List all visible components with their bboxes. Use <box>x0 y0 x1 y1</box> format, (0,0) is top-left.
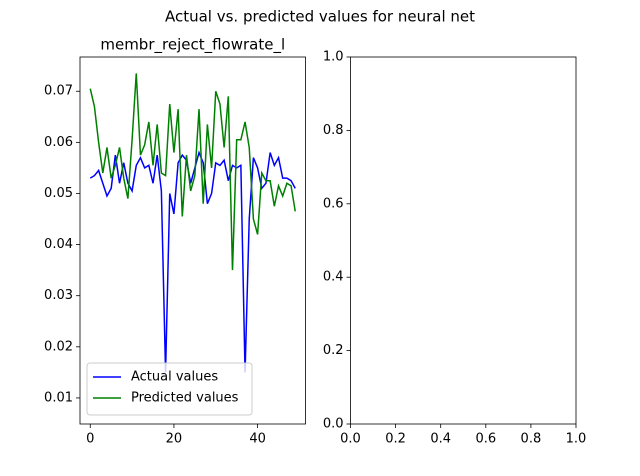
figure-title: Actual vs. predicted values for neural n… <box>165 8 475 26</box>
legend-label: Actual values <box>131 370 218 385</box>
legend-box <box>86 362 253 416</box>
y-tick-label: 0.2 <box>323 343 344 358</box>
legend-label: Predicted values <box>131 391 239 406</box>
x-tick-label: 40 <box>249 432 266 447</box>
y-tick-label: 0.04 <box>44 237 73 252</box>
x-tick-label: 0.4 <box>430 432 451 447</box>
x-tick-label: 0.8 <box>521 432 542 447</box>
x-tick-label: 1.0 <box>566 432 587 447</box>
y-tick-label: 0.07 <box>44 84 73 99</box>
y-tick-label: 0.05 <box>44 186 73 201</box>
x-tick-label: 0.2 <box>385 432 406 447</box>
x-tick-label: 0.6 <box>475 432 496 447</box>
y-tick-label: 0.6 <box>323 196 344 211</box>
data-line <box>89 73 296 271</box>
axes-frame <box>79 56 306 425</box>
y-tick-label: 0.0 <box>323 417 344 432</box>
y-tick-label: 0.01 <box>44 390 73 405</box>
axes-title: membr_reject_flowrate_l <box>100 36 285 55</box>
y-tick-label: 0.4 <box>323 270 344 285</box>
y-tick-label: 0.8 <box>323 123 344 138</box>
y-tick-label: 1.0 <box>323 50 344 65</box>
y-tick-label: 0.03 <box>44 288 73 303</box>
x-tick-label: 0.0 <box>340 432 361 447</box>
x-tick-label: 20 <box>166 432 183 447</box>
x-tick-label: 0 <box>86 432 94 447</box>
axes-frame <box>350 56 577 425</box>
y-tick-label: 0.02 <box>44 339 73 354</box>
y-tick-label: 0.06 <box>44 135 73 150</box>
